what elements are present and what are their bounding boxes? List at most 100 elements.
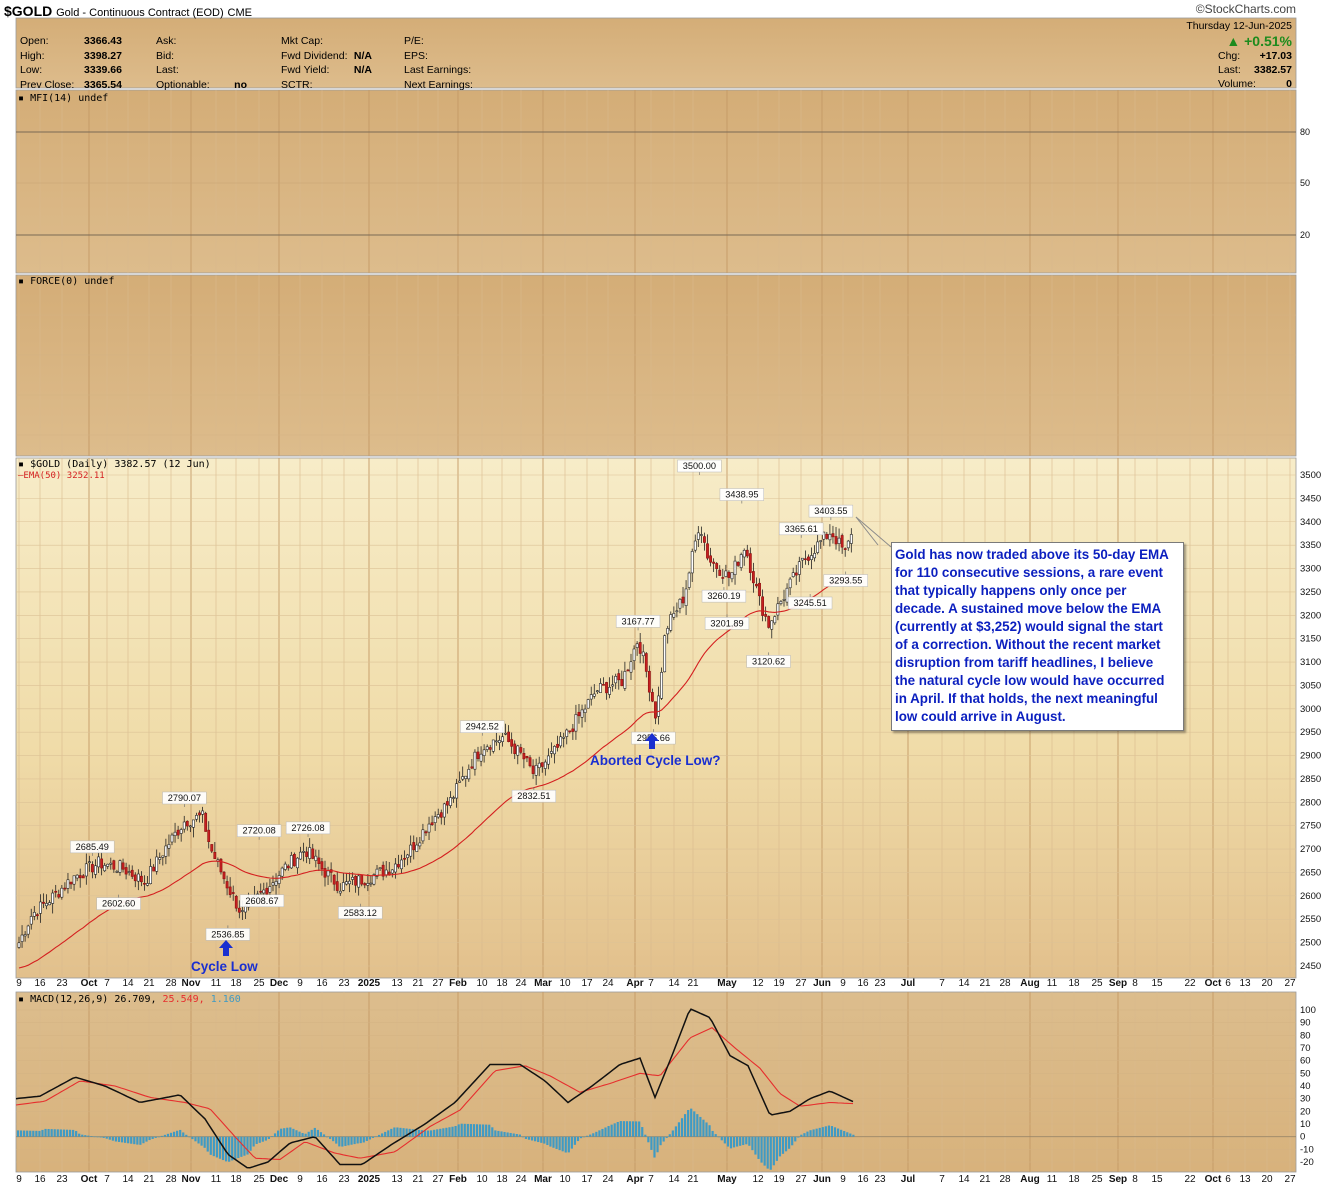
x-tick-label: 16 <box>316 978 328 989</box>
macd-histogram-bar <box>613 1123 616 1137</box>
x-tick-label: Apr <box>626 1174 643 1185</box>
candle-body <box>112 860 116 870</box>
macd-histogram-bar <box>19 1130 23 1137</box>
x-tick-label: 21 <box>412 978 424 989</box>
swing-low-label: 2536.85 <box>211 929 244 939</box>
macd-histogram-bar <box>668 1134 671 1137</box>
macd-histogram-bar <box>133 1136 136 1145</box>
macd-histogram-bar <box>638 1121 641 1137</box>
macd-histogram-bar <box>108 1136 111 1140</box>
macd-histogram-bar <box>185 1134 188 1137</box>
candle-body <box>265 887 269 895</box>
macd-histogram-bar <box>564 1136 567 1153</box>
header-field-label: Bid: <box>156 49 175 62</box>
candle-body <box>332 874 336 885</box>
macd-histogram-bar <box>130 1136 133 1144</box>
candle-body <box>672 613 676 618</box>
x-tick-label: Sep <box>1109 978 1127 989</box>
macd-histogram-bar <box>463 1123 466 1137</box>
candle-body <box>311 848 315 859</box>
swing-high-label: 2942.52 <box>466 722 499 732</box>
candle-body <box>35 914 39 917</box>
macd-histogram-bar <box>478 1124 482 1137</box>
price-label-box <box>511 789 557 803</box>
macd-histogram-bar <box>656 1136 659 1153</box>
macd-histogram-bar <box>166 1133 170 1137</box>
mfi-label: ▪ MFI(14) undef <box>18 93 108 104</box>
macd-histogram-bar <box>249 1136 252 1151</box>
macd-histogram-bar <box>93 1136 96 1138</box>
x-tick-label: Mar <box>534 978 552 989</box>
x-tick-label: 27 <box>432 978 444 989</box>
macd-histogram-bar <box>653 1136 656 1158</box>
candle-body <box>155 856 159 872</box>
macd-histogram-bar <box>754 1136 757 1155</box>
macd-histogram-bar <box>289 1127 292 1137</box>
candle-body <box>121 862 125 870</box>
macd-histogram-bar <box>488 1124 491 1137</box>
candle-body <box>647 670 651 693</box>
macd-histogram-bar <box>494 1130 497 1137</box>
macd-histogram-bar <box>338 1136 341 1147</box>
ema50-line <box>18 574 852 969</box>
macd-histogram-bar <box>59 1129 62 1137</box>
price-label-box <box>823 574 868 587</box>
macd-tick-label: 50 <box>1300 1068 1311 1079</box>
candle-body <box>103 865 107 872</box>
macd-histogram-bar <box>329 1136 332 1139</box>
macd-histogram-bar <box>680 1118 684 1137</box>
cycle-low-callout: Cycle Low <box>191 959 258 974</box>
x-tick-label: 21 <box>979 978 991 989</box>
candle-body <box>617 673 621 681</box>
macd-histogram-bar <box>791 1136 794 1146</box>
candle-body <box>583 708 587 713</box>
macd-histogram-bar <box>690 1108 693 1137</box>
candle-body <box>204 812 208 832</box>
x-tick-label: 14 <box>958 978 970 989</box>
candle-body <box>767 616 771 628</box>
x-tick-label: 14 <box>122 1174 134 1185</box>
macd-histogram-bar <box>237 1136 240 1159</box>
candle-body <box>494 740 498 743</box>
macd-histogram-bar <box>573 1136 577 1145</box>
macd-histogram-bar <box>62 1129 65 1137</box>
exchange: CME <box>227 7 252 19</box>
candle-body <box>66 879 70 889</box>
candle-body <box>42 901 45 904</box>
macd-histogram-bar <box>172 1131 176 1137</box>
header-field-label: Ask: <box>156 35 177 47</box>
candle-body <box>543 761 547 769</box>
x-tick-label: Apr <box>626 978 643 989</box>
swing-high-label: 3438.95 <box>725 490 758 500</box>
macd-tick-label: 40 <box>1300 1081 1311 1092</box>
x-tick-label: 11 <box>1047 978 1058 989</box>
candle-body <box>461 776 465 780</box>
x-tick-label: 21 <box>143 1174 155 1185</box>
candle-body <box>748 553 752 573</box>
macd-histogram-bar <box>417 1129 420 1137</box>
header-field-label: P/E: <box>404 35 424 47</box>
macd-histogram-bar <box>298 1131 301 1137</box>
x-tick-label: 27 <box>1284 978 1296 989</box>
mfi-tick-label: 20 <box>1300 230 1310 240</box>
candle-body <box>262 889 266 894</box>
x-tick-label: 7 <box>104 1174 110 1185</box>
price-tick-label: 3450 <box>1300 493 1321 504</box>
candle-body <box>488 747 492 750</box>
macd-histogram-bar <box>506 1132 509 1137</box>
candle-body <box>213 852 217 859</box>
swing-high-label: 2790.07 <box>168 793 201 803</box>
macd-histogram-bar <box>96 1136 99 1138</box>
macd-histogram-bar <box>784 1136 788 1152</box>
macd-histogram-bar <box>530 1136 534 1141</box>
candle-body <box>816 541 820 553</box>
macd-histogram-bar <box>102 1136 105 1138</box>
x-tick-label: Nov <box>182 978 201 989</box>
macd-histogram-bar <box>846 1132 849 1137</box>
candle-body <box>470 766 474 769</box>
candle-body <box>268 886 272 893</box>
x-tick-label: 10 <box>476 1174 488 1185</box>
candle-body <box>611 684 615 687</box>
price-tick-label: 3100 <box>1300 657 1321 668</box>
macd-histogram-bar <box>466 1123 469 1137</box>
